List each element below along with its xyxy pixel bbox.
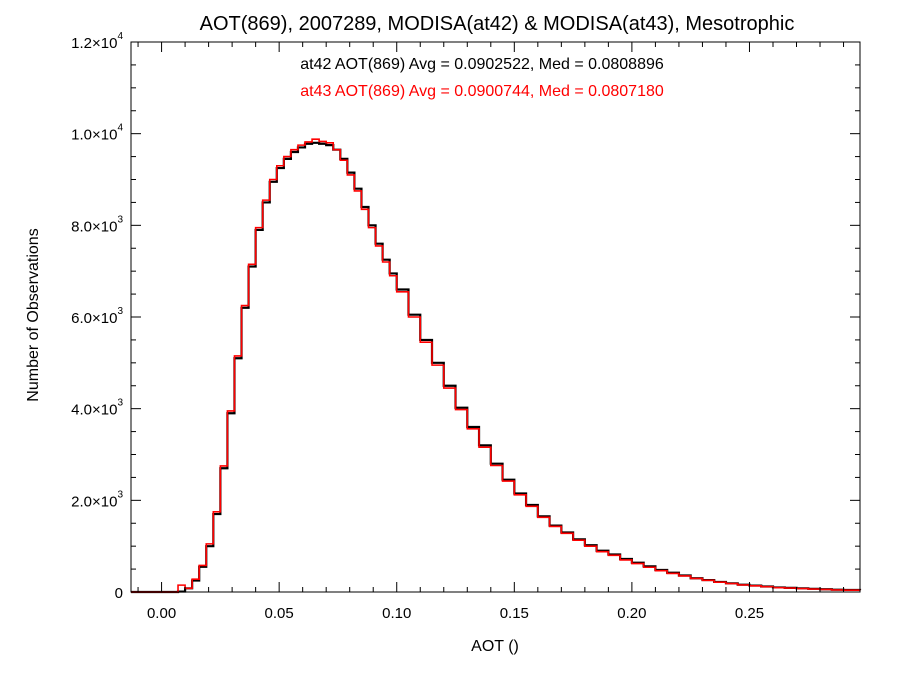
x-tick-label: 0.00 xyxy=(147,605,176,622)
x-tick-label: 0.10 xyxy=(382,605,411,622)
y-tick-label: 6.0×103 xyxy=(71,306,123,327)
series-line-at42 xyxy=(131,141,862,594)
series-line-at43 xyxy=(131,138,861,593)
series-layer xyxy=(131,138,862,594)
y-tick-label: 4.0×103 xyxy=(71,398,123,419)
annotation-at43: at43 AOT(869) Avg = 0.0900744, Med = 0.0… xyxy=(300,83,664,100)
x-tick-label: 0.20 xyxy=(617,605,646,622)
x-tick-label: 0.15 xyxy=(500,605,529,622)
x-axis-label: AOT () xyxy=(471,638,519,655)
annotation-at42: at42 AOT(869) Avg = 0.0902522, Med = 0.0… xyxy=(300,56,664,73)
x-tick-label: 0.05 xyxy=(265,605,294,622)
x-tick-label: 0.25 xyxy=(735,605,764,622)
y-tick-label: 1.0×104 xyxy=(71,123,123,144)
axes-layer: 0.00 0.05 0.10 0.15 0.20 0.25 0 2.0×103 4.0×103 6… xyxy=(71,31,861,622)
plot-frame xyxy=(130,41,861,593)
y-tick-label: 1.2×104 xyxy=(71,31,123,52)
y-tick-label: 0 xyxy=(115,585,123,602)
y-tick-label: 8.0×103 xyxy=(71,214,123,235)
y-tick-label: 2.0×103 xyxy=(71,489,123,510)
y-axis-label: Number of Observations xyxy=(25,228,42,401)
chart-title: AOT(869), 2007289, MODISA(at42) & MODISA… xyxy=(200,13,795,35)
